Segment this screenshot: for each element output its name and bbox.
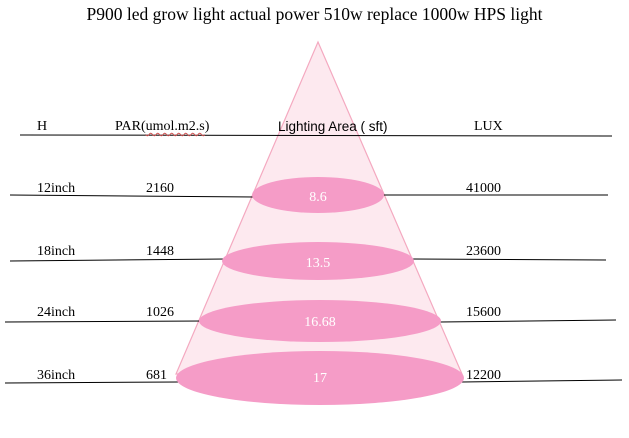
row-36inch-height: 36inch [37,368,76,383]
row-12inch-lux: 41000 [466,181,501,196]
row-12inch-par: 2160 [146,181,174,196]
row-12inch-area: 8.6 [309,190,327,205]
row-18inch-height: 18inch [37,244,76,259]
row-rule-36inch-left [4,381,180,384]
row-18inch-par: 1448 [146,244,174,259]
row-36inch-area: 17 [313,371,327,386]
row-rule-36inch-right [461,379,623,383]
row-rule-24inch-right [439,319,617,323]
row-18inch-area: 13.5 [305,256,331,271]
header-par-unit: umol.m2.s [145,119,205,134]
header-height: H [37,119,48,134]
header-par-suffix: ) [204,119,210,134]
row-rule-18inch-left [9,258,227,262]
row-24inch-area: 16.68 [304,315,336,330]
row-36inch-lux: 12200 [466,368,501,383]
area-ellipse-24inch [199,300,441,342]
area-ellipse-36inch [176,351,464,405]
header-lux: LUX [474,119,503,134]
row-36inch-par: 681 [146,368,167,383]
area-ellipse-18inch [222,242,414,280]
row-24inch-lux: 15600 [466,305,501,320]
row-rule-18inch-right [412,258,607,261]
row-24inch-par: 1026 [146,305,174,320]
row-12inch-height: 12inch [37,181,76,196]
row-rule-24inch-left [4,320,205,323]
row-18inch-lux: 23600 [466,244,501,259]
area-ellipse-12inch [252,177,384,213]
header-par-prefix: PAR( [115,119,146,134]
header-lighting-area: Lighting Area ( sft) [278,119,388,134]
row-rule-12inch-left [9,194,258,198]
header-par: PAR(umol.m2.s) [115,119,209,135]
diagram-title: P900 led grow light actual power 510w re… [86,4,543,24]
header-rule [19,134,613,137]
row-24inch-height: 24inch [37,305,76,320]
